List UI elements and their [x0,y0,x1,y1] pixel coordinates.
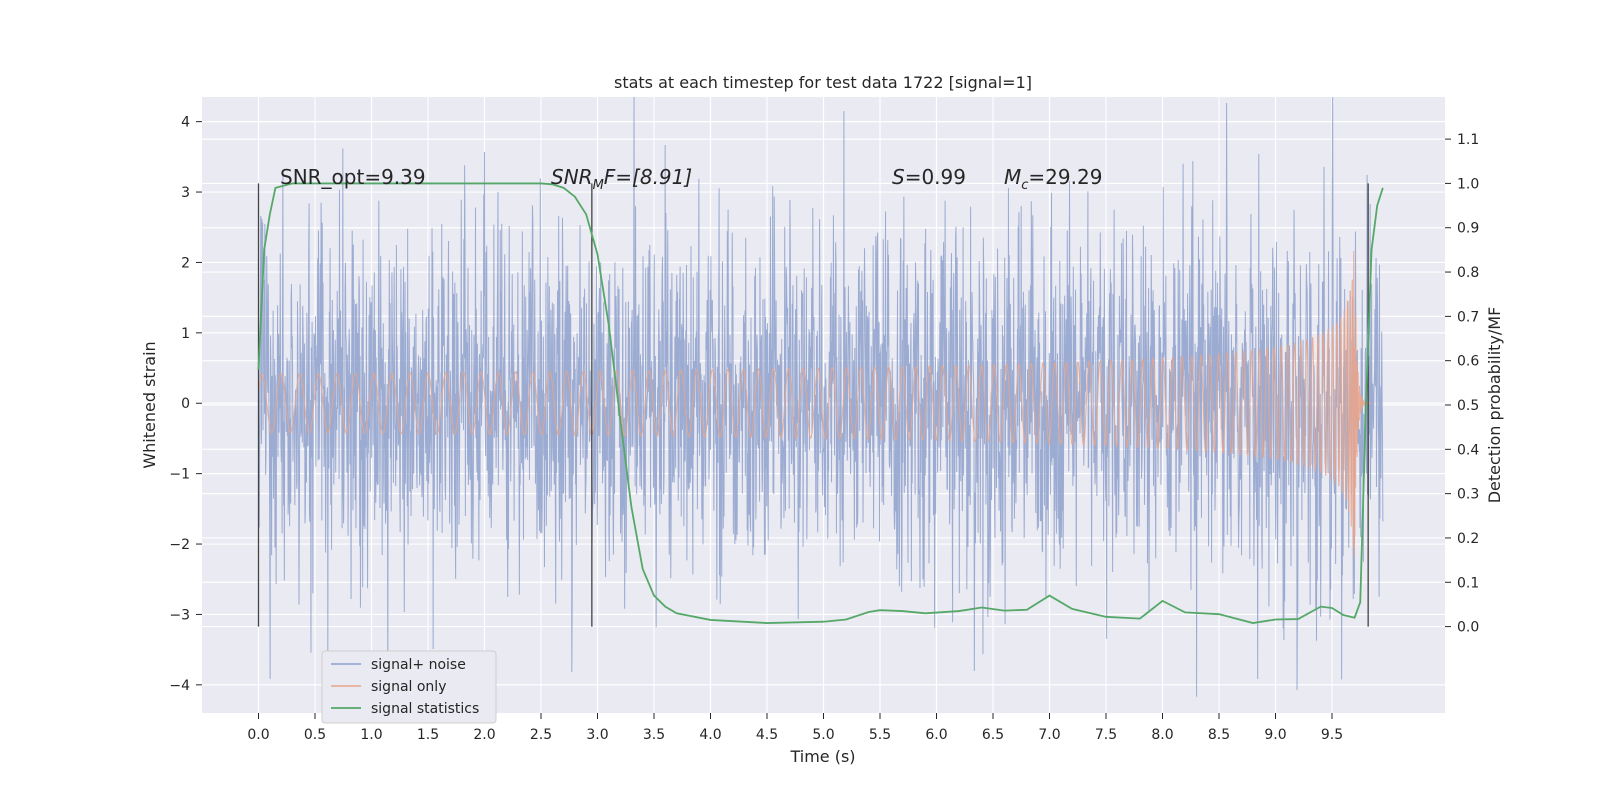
legend-label-signal-only: signal only [371,679,446,695]
x-tick-label: 3.5 [643,727,665,743]
y-right-tick-label: 0.5 [1457,398,1479,414]
annotation-s: S=0.99 [892,165,966,189]
y-left-tick-label: −3 [169,607,190,623]
y-right-tick-label: 0.7 [1457,309,1479,325]
y-left-tick-label: 1 [181,326,190,342]
y-left-tick-label: 0 [181,396,190,412]
y-right-tick-label: 0.4 [1457,442,1479,458]
x-axis-label: Time (s) [789,747,855,766]
y-left-tick-label: 3 [181,185,190,201]
x-tick-label: 1.5 [417,727,439,743]
y-right-axis-ticks: 0.0 0.1 0.2 0.3 0.4 0.5 0.6 0.7 0.8 0.9 1.0 1.1 [1445,132,1479,636]
x-tick-label: 1.0 [360,727,382,743]
y-left-axis-ticks: −4 −3 −2 −1 0 1 2 3 4 [169,115,202,694]
x-tick-label: 7.5 [1095,727,1117,743]
x-tick-label: 5.5 [869,727,891,743]
x-tick-label: 8.0 [1151,727,1173,743]
x-tick-label: 0.5 [304,727,326,743]
x-axis-ticks: 0.0 0.5 1.0 1.5 2.0 2.5 3.0 3.5 4.0 4.5 5.0 5.5 6.0 6… [247,713,1343,743]
x-tick-label: 0.0 [247,727,269,743]
series-signal-only [258,251,1372,558]
y-right-tick-label: 1.0 [1457,176,1479,192]
annotation-snr-opt: SNR_opt=9.39 [280,165,426,189]
x-tick-label: 4.5 [756,727,778,743]
y-left-tick-label: −4 [169,678,190,694]
series-signal-statistics [257,182,1384,624]
annotation-mc: Mc=29.29 [1004,165,1102,193]
x-tick-label: 2.0 [473,727,495,743]
y-left-tick-label: −1 [169,467,190,483]
y-left-axis-label: Whitened strain [140,341,159,468]
y-right-tick-label: 0.2 [1457,531,1479,547]
x-tick-label: 7.0 [1038,727,1060,743]
legend-label-signal-statistics: signal statistics [371,701,479,717]
x-tick-label: 2.5 [530,727,552,743]
y-left-tick-label: −2 [169,537,190,553]
y-right-tick-label: 0.1 [1457,575,1479,591]
y-right-tick-label: 0.9 [1457,221,1479,237]
y-right-tick-label: 0.3 [1457,487,1479,503]
y-right-tick-label: 1.1 [1457,132,1479,148]
x-tick-label: 6.5 [982,727,1004,743]
legend-label-signal-plus-noise: signal+ noise [371,657,466,673]
chart-title: stats at each timestep for test data 172… [614,73,1032,92]
legend-box [321,650,497,724]
x-tick-label: 3.0 [586,727,608,743]
y-right-tick-label: 0.8 [1457,265,1479,281]
annotation-snr-mf: SNRMF=[8.91] [551,165,692,193]
y-right-tick-label: 0.0 [1457,620,1479,636]
x-tick-label: 5.0 [812,727,834,743]
x-tick-label: 9.0 [1264,727,1286,743]
y-left-tick-label: 4 [181,115,190,131]
vertical-markers [257,183,1369,627]
x-tick-label: 4.0 [699,727,721,743]
y-right-tick-label: 0.6 [1457,354,1479,370]
y-left-tick-label: 2 [181,255,190,271]
x-tick-label: 9.5 [1321,727,1343,743]
y-right-axis-label: Detection probability/MF [1485,307,1504,504]
x-tick-label: 8.5 [1208,727,1230,743]
legend: signal+ noise signal only signal statist… [321,650,497,724]
plot-content [257,97,1384,697]
x-tick-label: 6.0 [925,727,947,743]
